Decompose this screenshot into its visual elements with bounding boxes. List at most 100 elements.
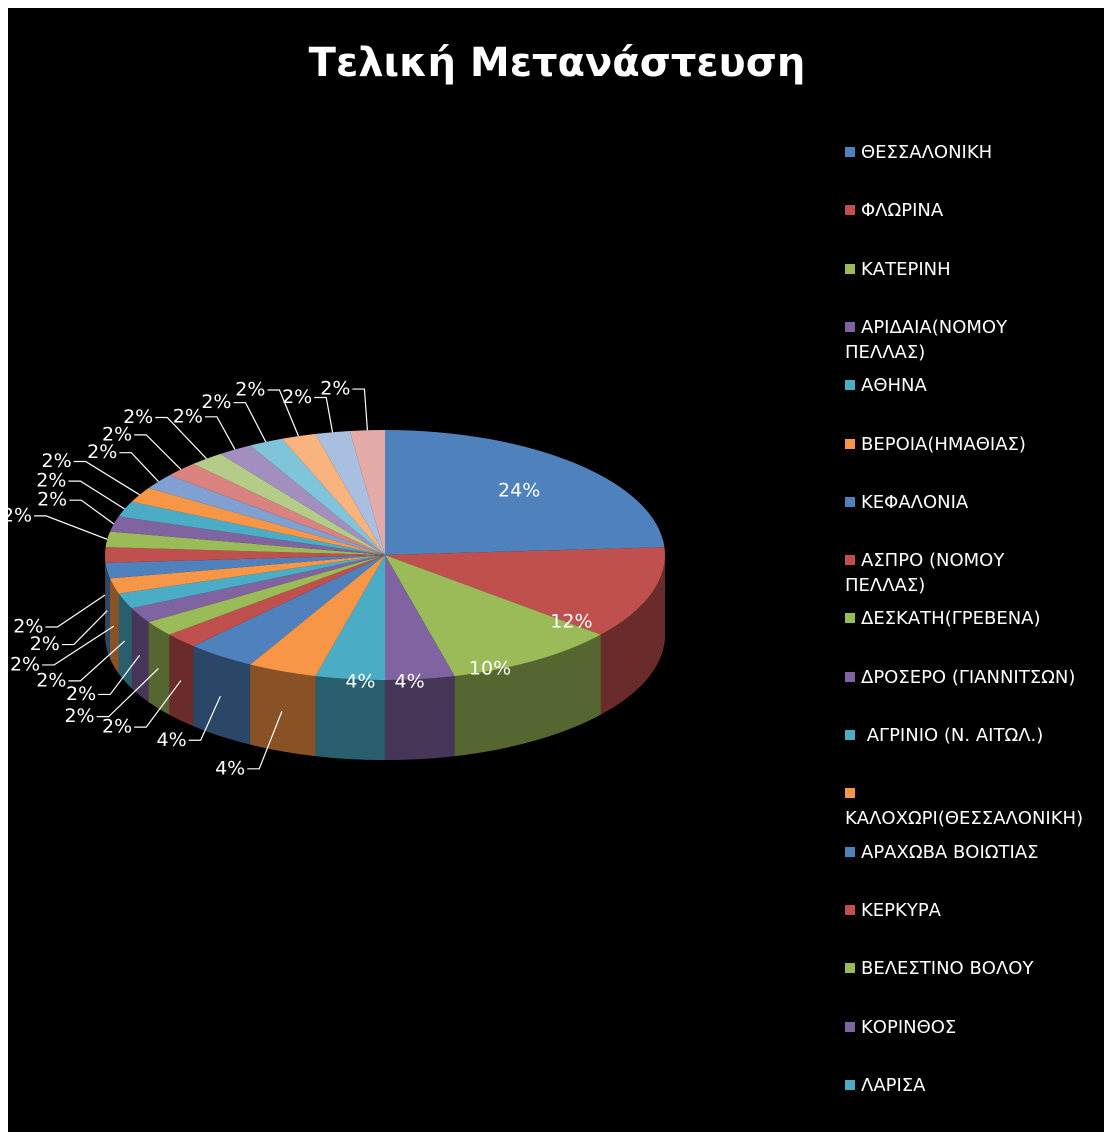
data-label: 2% <box>320 378 350 400</box>
slice <box>349 430 385 555</box>
leader-line <box>34 515 108 540</box>
data-label: 4% <box>345 670 375 692</box>
slice <box>118 555 386 609</box>
legend-item: ΔΕΣΚΑΤΗ(ΓΡΕΒΕΝΑ) <box>845 606 1085 631</box>
data-label: 2% <box>282 386 312 408</box>
leader-line <box>68 640 126 682</box>
legend-swatch <box>845 1079 855 1090</box>
slice-side <box>105 562 110 659</box>
leader-line <box>42 625 115 666</box>
legend-label: ΒΕΡΟΙΑ(ΗΜΑΘΙΑΣ) <box>861 433 1026 455</box>
legend-item: ΑΡΑΧΩΒΑ ΒΟΙΩΤΙΑΣ <box>845 840 1085 865</box>
legend-item: ΑΓΡΙΝΙΟ (Ν. ΑΙΤΩΛ.) <box>845 723 1085 748</box>
slice <box>385 555 455 680</box>
slice-side-shade <box>315 676 385 760</box>
leader-line <box>73 460 140 496</box>
leader-line <box>204 416 236 450</box>
data-label: 2% <box>87 441 117 463</box>
chart-title: Τελική Μετανάστευση <box>309 40 806 86</box>
slice-side-shade <box>250 664 316 757</box>
legend-swatch <box>845 788 855 799</box>
slice <box>169 463 385 555</box>
slice-side-shade <box>109 578 119 674</box>
legend-label: ΚΕΦΑΛΟΝΙΑ <box>861 491 969 513</box>
data-label: 2% <box>36 470 66 492</box>
data-label: 4% <box>215 757 245 779</box>
legend-item: ΒΕΛΕΣΤΙΝΟ ΒΟΛΟΥ <box>845 956 1085 981</box>
slice-side <box>118 593 132 689</box>
legend-label: ΑΓΡΙΝΙΟ (Ν. ΑΙΤΩΛ.) <box>861 725 1044 746</box>
slice <box>131 488 385 555</box>
slice <box>250 438 385 555</box>
legend-label: ΚΑΤΕΡΙΝΗ <box>861 258 951 280</box>
data-label: 4% <box>157 729 187 751</box>
data-label: 12% <box>550 611 592 633</box>
data-label: 2% <box>36 669 66 691</box>
leader-line <box>96 668 159 718</box>
slice-side-shade <box>600 555 665 715</box>
slice-side-shade <box>193 646 251 745</box>
data-label: 2% <box>10 653 40 675</box>
slice <box>131 555 385 622</box>
legend-swatch <box>845 321 855 332</box>
legend-item: ΚΑΛΟΧΩΡΙ(ΘΕΣΣΑΛΟΝΙΚΗ) <box>845 781 1085 831</box>
slice-side <box>315 676 385 760</box>
legend-swatch <box>845 846 855 857</box>
legend-item: ΚΕΦΑΛΟΝΙΑ <box>845 490 1085 515</box>
slice <box>105 531 385 555</box>
leader-line <box>155 416 207 460</box>
legend-swatch <box>845 963 855 974</box>
slice-side <box>385 676 455 760</box>
data-label: 2% <box>102 716 132 738</box>
slice <box>315 555 385 680</box>
slice <box>109 555 386 594</box>
slice-side <box>131 608 149 702</box>
data-label: 2% <box>41 450 71 472</box>
slice <box>385 430 665 555</box>
data-label: 2% <box>37 489 67 511</box>
legend-swatch <box>845 496 855 507</box>
slice <box>148 475 385 555</box>
leader-line <box>119 452 159 482</box>
legend-label: ΘΕΣΣΑΛΟΝΙΚΗ <box>861 142 993 163</box>
leader-line <box>61 610 108 646</box>
slice <box>281 433 385 555</box>
slice <box>118 501 386 555</box>
legend-swatch <box>845 671 855 682</box>
data-label: 24% <box>498 480 540 502</box>
legend-label: ΚΕΡΚΥΡΑ <box>861 899 941 921</box>
slice-side-shade <box>169 634 194 727</box>
slice-side <box>454 634 601 757</box>
legend-swatch <box>845 613 855 624</box>
legend-item: ΚΕΡΚΥΡΑ <box>845 898 1085 923</box>
legend-label: ΑΡΙΔΑΙΑ(ΝΟΜΟΥ ΠΕΛΛΑΣ) <box>845 316 1008 363</box>
legend-swatch <box>845 438 855 449</box>
data-label: 2% <box>64 705 94 727</box>
leader-line <box>134 680 182 728</box>
legend-swatch <box>845 1021 855 1032</box>
slice <box>109 516 386 555</box>
legend-label: ΑΡΑΧΩΒΑ ΒΟΙΩΤΙΑΣ <box>861 841 1039 863</box>
slice <box>250 555 385 677</box>
leader-line <box>267 389 300 437</box>
data-label: 2% <box>30 633 60 655</box>
data-label: 2% <box>123 406 153 428</box>
legend-swatch <box>845 380 855 391</box>
slice-side-shade <box>454 634 601 757</box>
data-label: 2% <box>66 683 96 705</box>
legend-swatch <box>845 263 855 274</box>
legend-item: ΑΣΠΡΟ (ΝΟΜΟΥ ΠΕΛΛΑΣ) <box>845 548 1085 598</box>
leader-line <box>45 594 106 628</box>
leader-line <box>69 499 115 525</box>
slice <box>385 547 666 635</box>
slice <box>315 430 385 555</box>
slice-side-shade <box>131 608 149 702</box>
data-label: 2% <box>2 504 32 526</box>
legend-swatch <box>845 555 855 566</box>
legend-item: ΚΟΡΙΝΘΟΣ <box>845 1015 1085 1040</box>
legend-label: ΔΕΣΚΑΤΗ(ΓΡΕΒΕΝΑ) <box>861 608 1041 630</box>
slice-side-shade <box>105 562 110 659</box>
leader-line <box>134 434 182 470</box>
leader-line <box>247 711 283 770</box>
